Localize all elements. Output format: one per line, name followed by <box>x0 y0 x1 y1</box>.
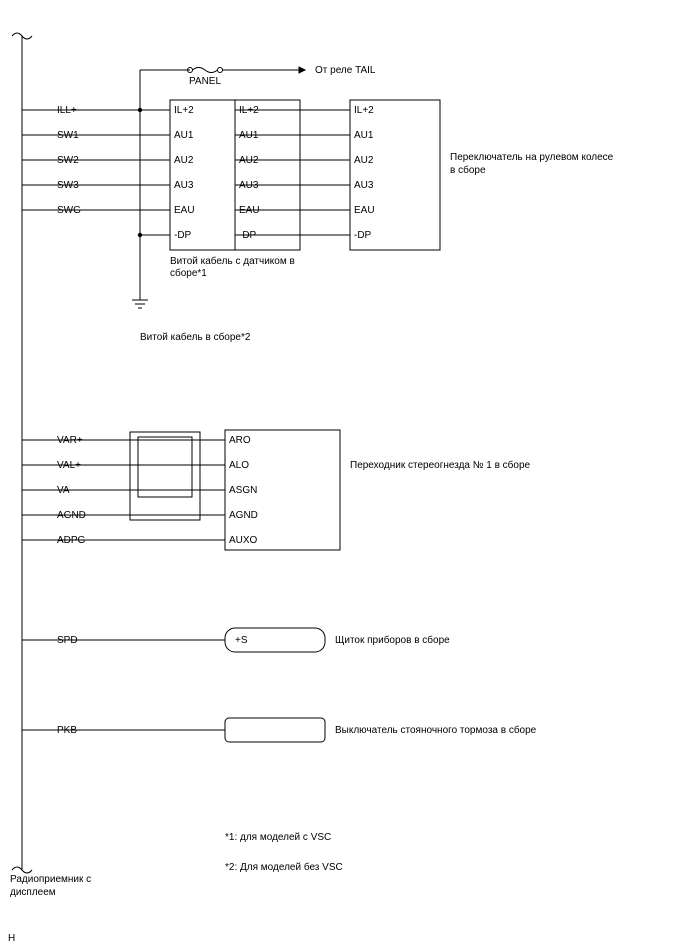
svg-text:IL+2: IL+2 <box>174 105 194 116</box>
svg-text:Витой кабель с датчиком в: Витой кабель с датчиком в <box>170 255 295 267</box>
svg-text:Переключатель на рулевом колес: Переключатель на рулевом колесе <box>450 152 614 163</box>
svg-text:AUXO: AUXO <box>229 535 258 546</box>
svg-text:От реле TAIL: От реле TAIL <box>315 65 376 76</box>
svg-text:AU3: AU3 <box>174 180 194 191</box>
svg-text:Радиоприемник с: Радиоприемник с <box>10 874 91 885</box>
svg-text:AU2: AU2 <box>174 155 194 166</box>
svg-text:*1: для моделей с VSC: *1: для моделей с VSC <box>225 832 331 843</box>
svg-text:в сборе: в сборе <box>450 164 486 176</box>
svg-text:+S: +S <box>235 635 248 646</box>
svg-text:ASGN: ASGN <box>229 485 257 496</box>
svg-text:-DP: -DP <box>174 230 192 241</box>
svg-text:Переходник стереогнезда № 1 в: Переходник стереогнезда № 1 в сборе <box>350 459 531 471</box>
svg-text:H: H <box>8 933 15 944</box>
svg-text:AU1: AU1 <box>174 130 194 141</box>
svg-text:AU2: AU2 <box>354 155 374 166</box>
svg-text:EAU: EAU <box>174 205 195 216</box>
svg-text:AGND: AGND <box>229 510 258 521</box>
svg-text:дисплеем: дисплеем <box>10 887 56 898</box>
svg-text:PANEL: PANEL <box>189 76 221 87</box>
svg-text:сборе*1: сборе*1 <box>170 267 207 279</box>
svg-text:-DP: -DP <box>354 230 372 241</box>
svg-text:AU1: AU1 <box>354 130 374 141</box>
svg-text:Выключатель стояночного тормоз: Выключатель стояночного тормоза в сборе <box>335 724 537 736</box>
svg-text:EAU: EAU <box>354 205 375 216</box>
svg-text:Щиток приборов в сборе: Щиток приборов в сборе <box>335 634 450 646</box>
svg-text:*2: Для моделей без VSC: *2: Для моделей без VSC <box>225 861 343 873</box>
svg-text:AU3: AU3 <box>354 180 374 191</box>
svg-text:IL+2: IL+2 <box>354 105 374 116</box>
svg-text:ALO: ALO <box>229 460 249 471</box>
svg-text:Витой кабель в сборе*2: Витой кабель в сборе*2 <box>140 331 251 343</box>
svg-text:ARO: ARO <box>229 435 251 446</box>
